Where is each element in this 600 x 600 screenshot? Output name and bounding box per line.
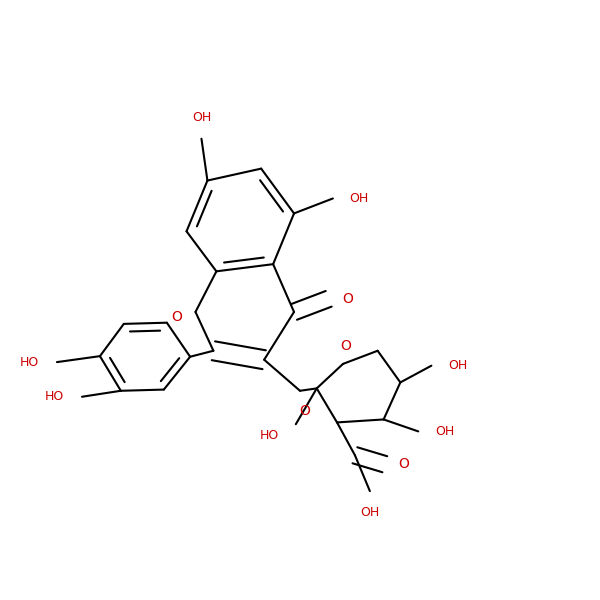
Text: OH: OH	[435, 425, 454, 438]
Text: OH: OH	[360, 506, 380, 519]
Text: O: O	[172, 310, 182, 324]
Text: O: O	[398, 457, 409, 471]
Text: HO: HO	[45, 390, 64, 403]
Text: HO: HO	[20, 356, 39, 368]
Text: O: O	[299, 404, 310, 418]
Text: OH: OH	[350, 192, 369, 205]
Text: O: O	[342, 292, 353, 306]
Text: OH: OH	[192, 111, 211, 124]
Text: HO: HO	[260, 429, 279, 442]
Text: OH: OH	[448, 359, 467, 372]
Text: O: O	[341, 339, 352, 353]
